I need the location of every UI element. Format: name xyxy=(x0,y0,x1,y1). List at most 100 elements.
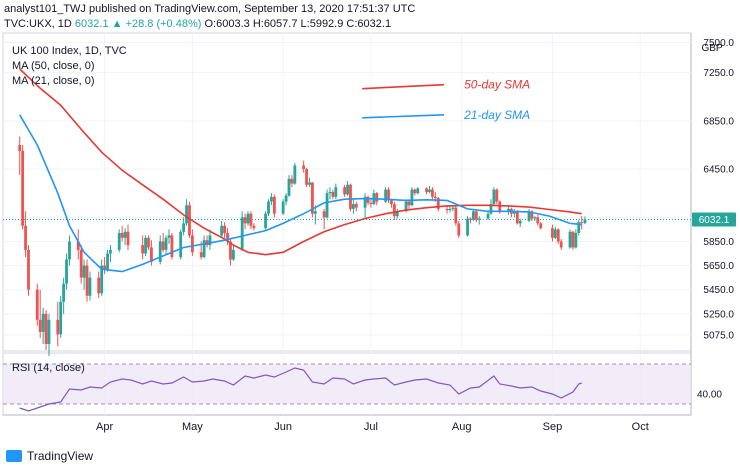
candle-body xyxy=(556,229,560,242)
candle-body xyxy=(76,241,80,250)
rsi-band xyxy=(3,363,691,405)
last-price: 6032.1 xyxy=(74,18,109,30)
last-price-tag-text: 6032.1 xyxy=(699,215,730,226)
legend-ma50: MA (50, close, 0) xyxy=(12,60,95,72)
candle-body xyxy=(249,213,253,226)
candle-body xyxy=(123,231,127,238)
candle-body xyxy=(35,289,39,320)
candle-body xyxy=(551,228,554,238)
price-tick-label: 5450.0 xyxy=(703,285,734,296)
candle-body xyxy=(41,313,45,332)
candle-body xyxy=(457,223,461,236)
candle-body xyxy=(334,187,338,197)
tradingview-logo-icon xyxy=(6,450,22,462)
price-tick-label: 7250.0 xyxy=(703,68,734,79)
candle-body xyxy=(126,231,130,246)
candle-body xyxy=(308,182,311,185)
candle-body xyxy=(425,188,428,192)
candle-body xyxy=(387,189,390,201)
ma50-line xyxy=(19,68,582,256)
annotation-label: 50-day SMA xyxy=(464,78,530,92)
candle-body xyxy=(568,231,572,248)
candle-body xyxy=(270,196,273,202)
candle-body xyxy=(375,193,379,202)
candle-body xyxy=(182,223,186,232)
candle-body xyxy=(533,217,537,219)
candle-body xyxy=(27,249,30,290)
candle-body xyxy=(410,189,414,206)
candle-body xyxy=(369,202,373,205)
candle-body xyxy=(328,192,332,194)
candle-body xyxy=(267,201,270,214)
candle-body xyxy=(416,188,420,194)
candle-body xyxy=(82,265,86,278)
candle-body xyxy=(179,231,183,258)
candle-body xyxy=(404,201,408,212)
candle-body xyxy=(231,249,235,260)
candle-body xyxy=(583,219,587,223)
candle-body xyxy=(559,241,563,248)
candle-body xyxy=(252,225,256,229)
candle-body xyxy=(489,204,493,214)
candle-body xyxy=(167,235,171,238)
symbol-label: TVC:UKX, 1D xyxy=(4,18,72,30)
high-value: H:6057.7 xyxy=(252,18,298,30)
candle-body xyxy=(85,265,89,296)
annotation-line xyxy=(362,83,445,90)
candle-body xyxy=(202,240,206,258)
candle-body xyxy=(191,235,194,253)
currency-label: GBP xyxy=(701,43,722,54)
candle-body xyxy=(498,201,502,212)
candle-body xyxy=(454,207,458,224)
candle-body xyxy=(384,189,387,202)
candle-body xyxy=(431,189,434,197)
candle-body xyxy=(354,204,358,208)
candle-body xyxy=(38,319,42,332)
candle-body xyxy=(68,241,71,260)
candle-body xyxy=(469,218,472,220)
candle-body xyxy=(199,252,203,258)
candle-body xyxy=(518,220,522,224)
ohlc-line: TVC:UKX, 1D 6032.1 ▲ +28.8 (+0.48%) O:60… xyxy=(4,18,391,30)
candle-body xyxy=(24,225,27,250)
candle-body xyxy=(284,195,288,202)
candle-body xyxy=(97,277,101,294)
candle-body xyxy=(407,201,411,206)
candle-body xyxy=(62,283,66,302)
candle-body xyxy=(343,187,347,195)
candle-body xyxy=(395,211,399,217)
candle-body xyxy=(164,237,168,250)
candle-body xyxy=(577,222,581,234)
rsi-tick-label: 40.00 xyxy=(697,390,722,401)
time-tick-label: Sep xyxy=(543,421,563,433)
time-tick-label: Aug xyxy=(452,421,472,433)
candle-body xyxy=(302,165,306,170)
legend-title: UK 100 Index, 1D, TVC xyxy=(12,45,127,57)
time-tick-label: Oct xyxy=(632,421,649,433)
candle-body xyxy=(264,213,267,229)
candle-body xyxy=(56,319,60,335)
candle-body xyxy=(571,231,575,248)
candle-body xyxy=(474,211,478,220)
candle-body xyxy=(243,217,247,224)
candle-body xyxy=(141,245,145,254)
candle-body xyxy=(536,217,540,224)
time-axis: Apr May Jun Jul Aug Sep Oct xyxy=(96,421,649,433)
candle-body xyxy=(88,277,92,296)
candle-body xyxy=(47,319,51,344)
candle-body xyxy=(390,200,393,205)
candle-body xyxy=(428,189,431,192)
candle-body xyxy=(223,225,227,234)
candle-body xyxy=(185,205,188,224)
price-tick-label: 5650.0 xyxy=(703,261,734,272)
candle-body xyxy=(293,165,297,184)
candle-body xyxy=(363,196,367,208)
candle-body xyxy=(170,235,174,258)
candle-body xyxy=(366,196,370,203)
close-value: C:6032.1 xyxy=(346,18,392,30)
candle-body xyxy=(65,259,68,284)
last-price-tag: 6032.1 xyxy=(692,212,736,227)
candle-body xyxy=(208,235,212,246)
candle-body xyxy=(574,233,578,248)
